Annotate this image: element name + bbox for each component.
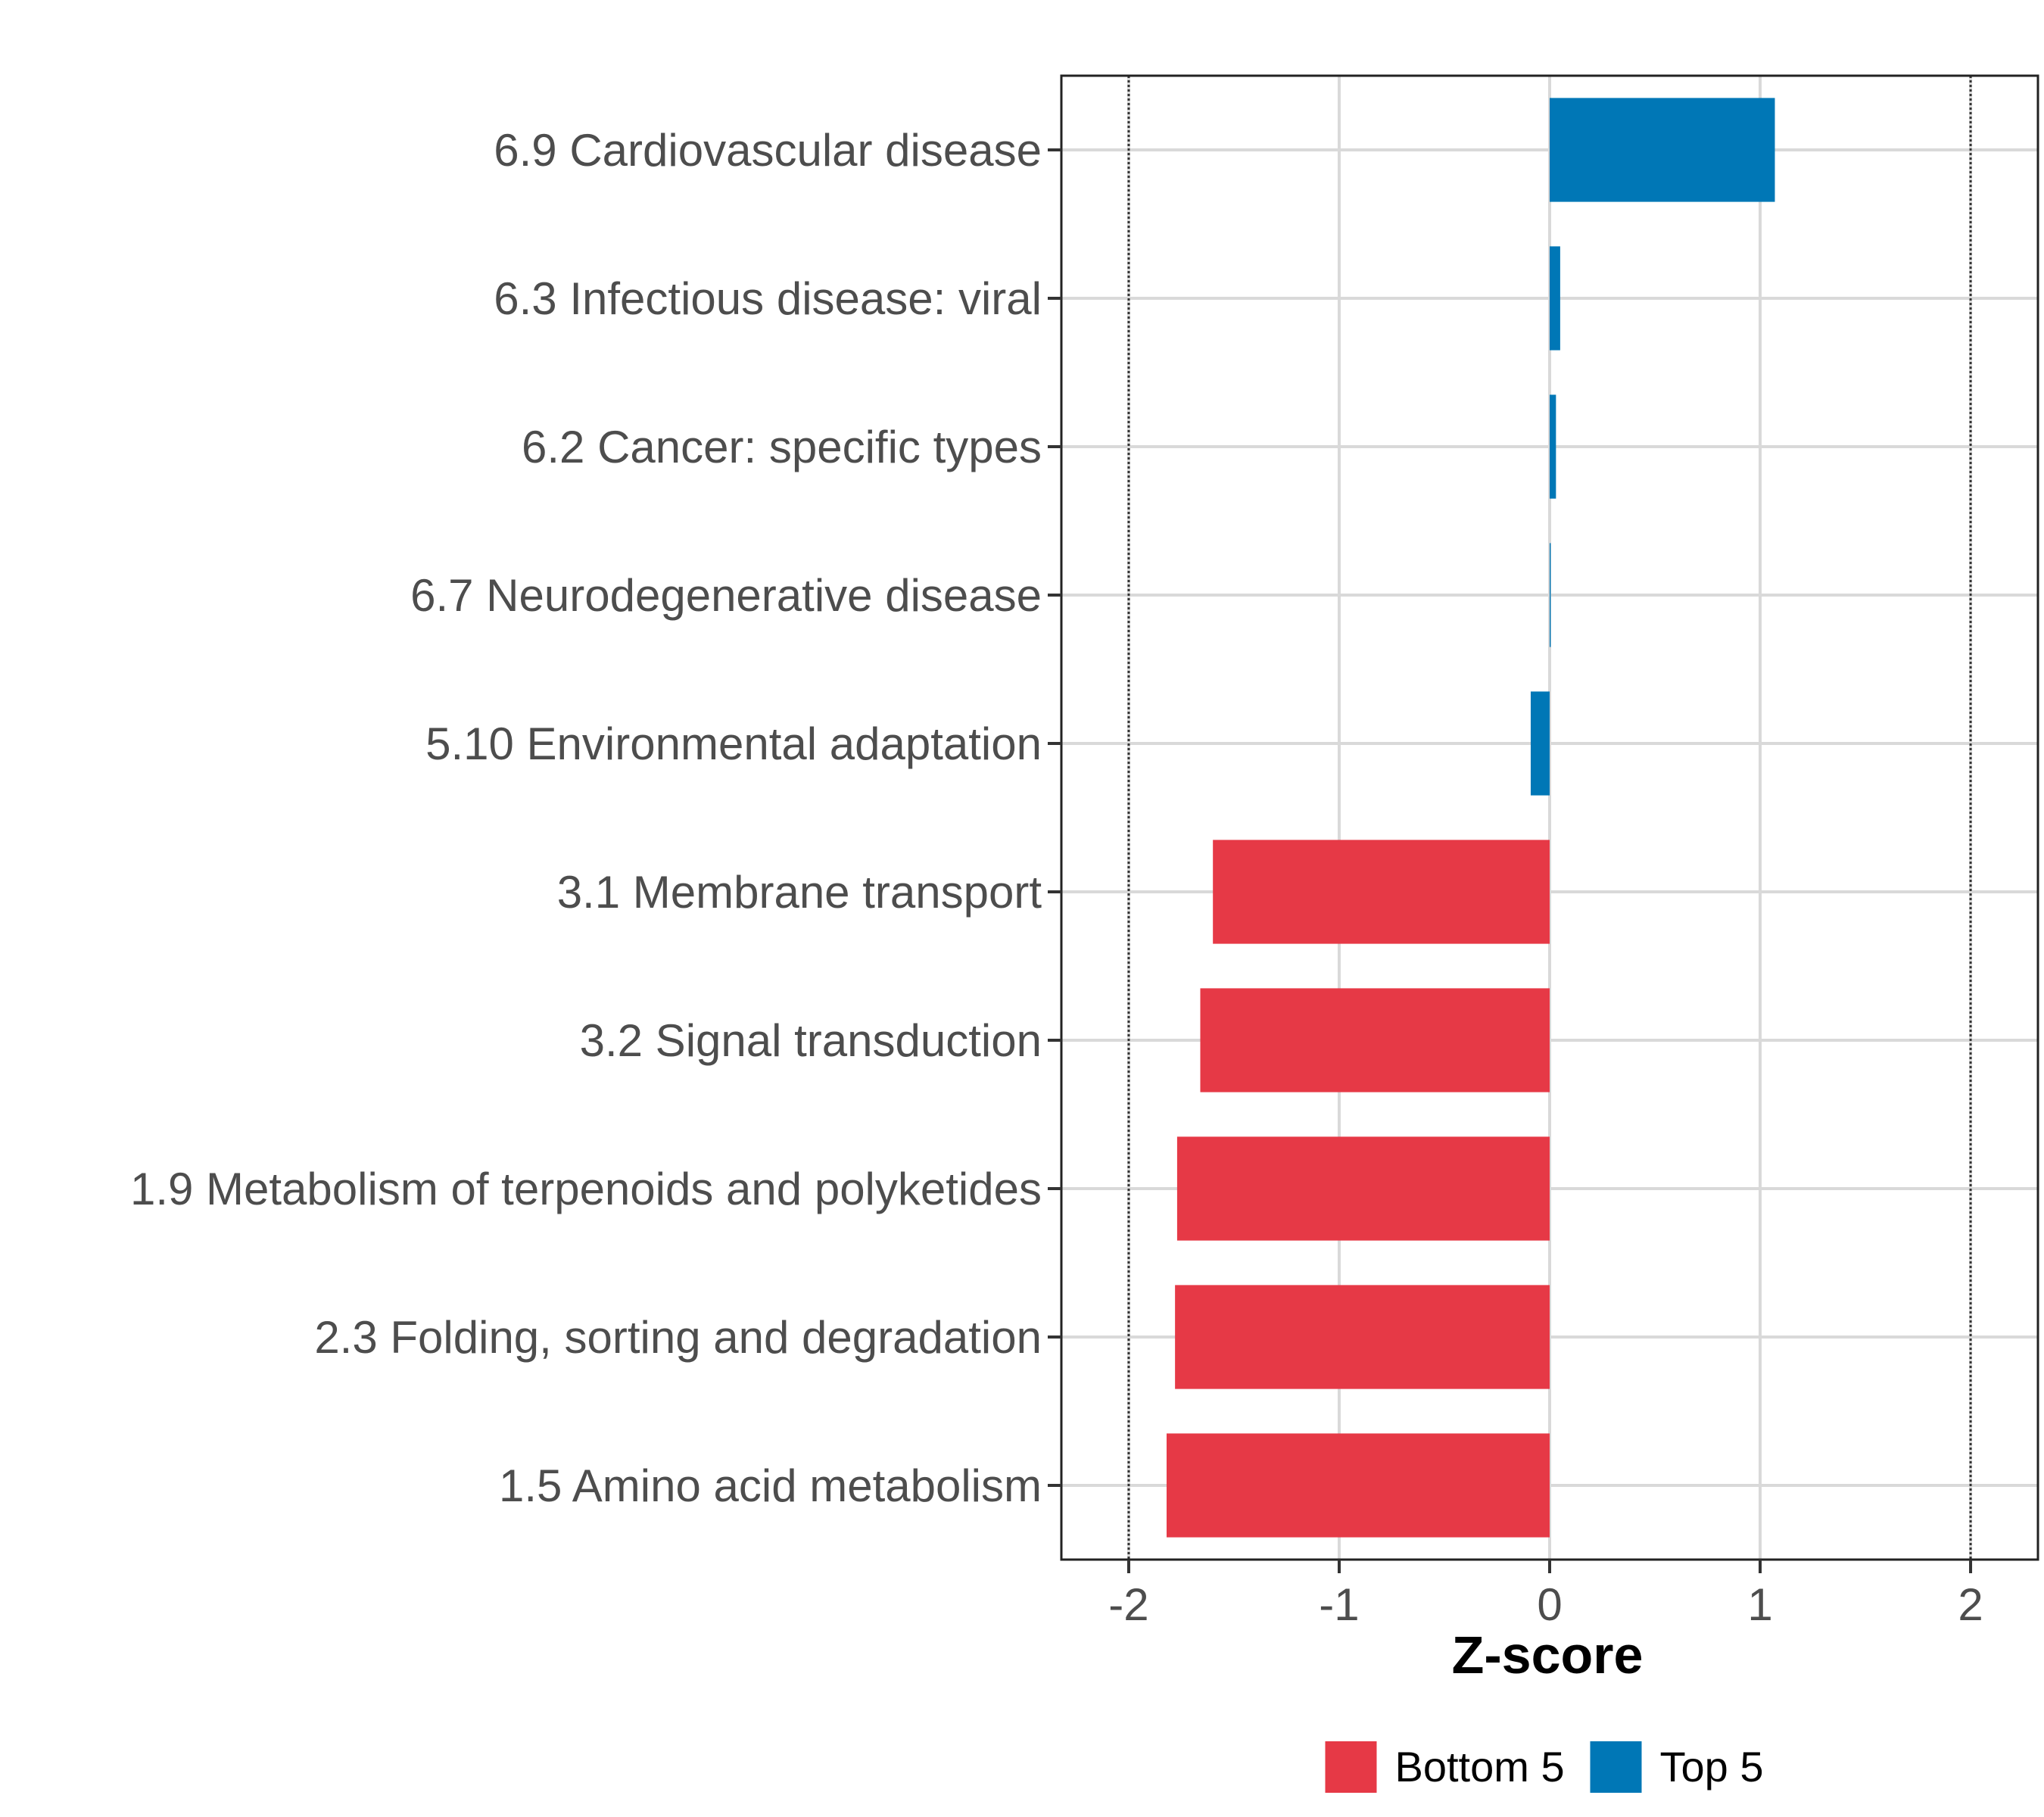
category-label: 6.3 Infectious disease: viral (494, 273, 1042, 324)
category-label: 5.10 Environmental adaptation (425, 718, 1042, 769)
category-label: 1.5 Amino acid metabolism (499, 1460, 1042, 1511)
bar (1550, 98, 1775, 202)
category-label: 6.7 Neurodegenerative disease (410, 570, 1042, 621)
y-axis: 6.9 Cardiovascular disease 6.3 Infectious… (130, 125, 1061, 1511)
category-label: 1.9 Metabolism of terpenoids and polyket… (130, 1164, 1042, 1214)
bar (1175, 1285, 1550, 1389)
bar (1530, 691, 1550, 796)
bar (1176, 1136, 1550, 1241)
category-label: 6.9 Cardiovascular disease (494, 125, 1042, 176)
category-label: 3.2 Signal transduction (580, 1015, 1042, 1066)
category-label: 2.3 Folding, sorting and degradation (314, 1312, 1042, 1363)
x-tick-label: -2 (1108, 1579, 1148, 1630)
bar (1213, 840, 1550, 944)
x-axis: -2 -1 0 1 2 (1108, 1560, 1983, 1630)
x-tick-label: 1 (1747, 1579, 1772, 1630)
category-label: 6.2 Cancer: specific types (522, 422, 1042, 472)
x-tick-label: -1 (1319, 1579, 1359, 1630)
bars (1167, 98, 1775, 1538)
x-tick-label: 2 (1958, 1579, 1983, 1630)
legend-swatch (1590, 1741, 1642, 1793)
bar (1167, 1433, 1550, 1538)
x-tick-label: 0 (1537, 1579, 1562, 1630)
bar (1550, 246, 1560, 351)
reference-lines (1127, 76, 1972, 1560)
bar (1550, 394, 1556, 499)
x-axis-title: Z-score (1452, 1625, 1644, 1685)
bar (1200, 988, 1550, 1092)
legend-label: Top 5 (1660, 1743, 1764, 1791)
category-label: 3.1 Membrane transport (557, 867, 1042, 918)
legend-swatch (1325, 1741, 1377, 1793)
legend: Bottom 5 Top 5 (1325, 1741, 1764, 1793)
legend-label: Bottom 5 (1395, 1743, 1565, 1791)
